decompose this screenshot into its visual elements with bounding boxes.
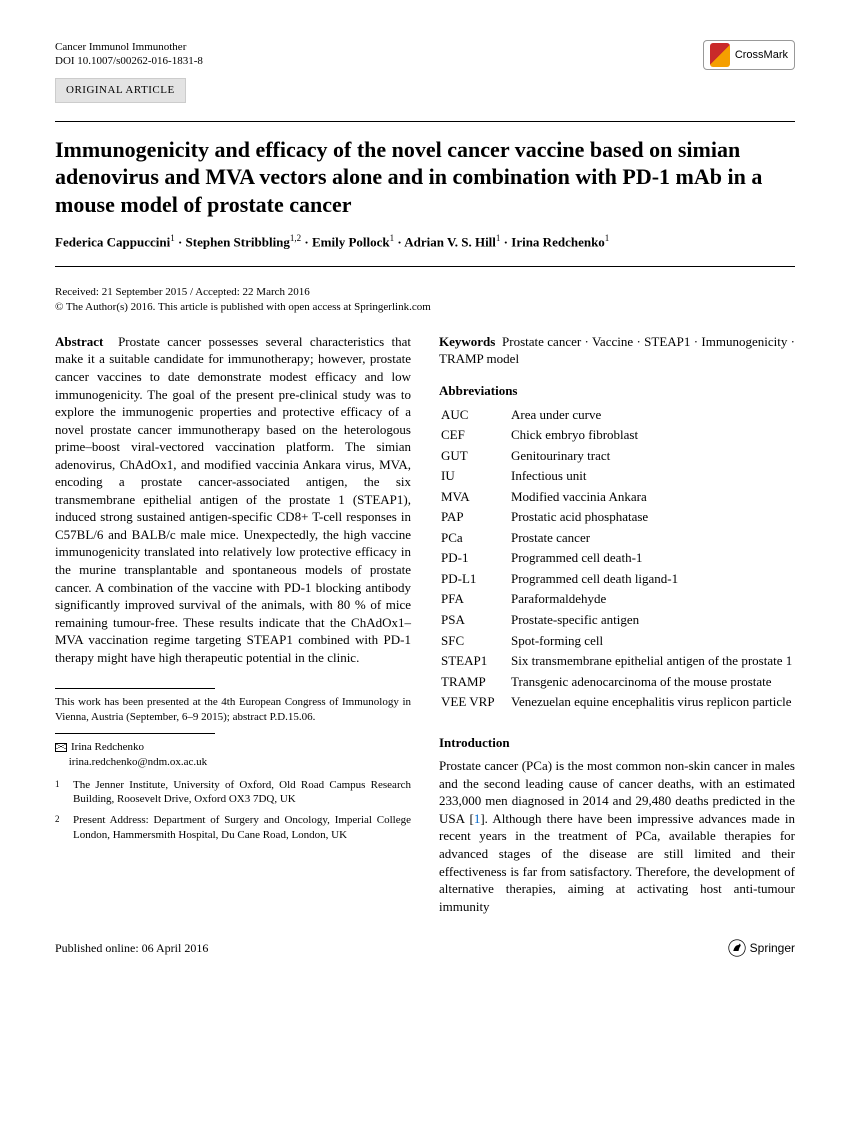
introduction-text: Prostate cancer (PCa) is the most common… bbox=[439, 757, 795, 915]
abbrev-value: Infectious unit bbox=[511, 467, 793, 486]
abstract-paragraph: Abstract Prostate cancer possesses sever… bbox=[55, 333, 411, 666]
abbrev-row: STEAP1Six transmembrane epithelial antig… bbox=[441, 652, 793, 671]
abbrev-row: PSAProstate-specific antigen bbox=[441, 611, 793, 630]
abbrev-row: VEE VRPVenezuelan equine encephalitis vi… bbox=[441, 693, 793, 712]
published-online: Published online: 06 April 2016 bbox=[55, 940, 208, 956]
abstract-label: Abstract bbox=[55, 334, 103, 349]
abbrev-key: PFA bbox=[441, 590, 509, 609]
abbrev-row: PAPProstatic acid phosphatase bbox=[441, 508, 793, 527]
correspondence: Irina Redchenko irina.redchenko@ndm.ox.a… bbox=[55, 740, 411, 770]
abbrev-row: CEFChick embryo fibroblast bbox=[441, 426, 793, 445]
abbrev-value: Transgenic adenocarcinoma of the mouse p… bbox=[511, 673, 793, 692]
crossmark-icon bbox=[710, 43, 730, 67]
abbrev-key: MVA bbox=[441, 488, 509, 507]
publisher-logo: Springer bbox=[728, 939, 795, 957]
abbrev-key: PSA bbox=[441, 611, 509, 630]
abbrev-row: PFAParaformaldehyde bbox=[441, 590, 793, 609]
left-column: Abstract Prostate cancer possesses sever… bbox=[55, 333, 411, 915]
abbrev-value: Programmed cell death-1 bbox=[511, 549, 793, 568]
corr-email[interactable]: irina.redchenko@ndm.ox.ac.uk bbox=[69, 756, 207, 768]
abbrev-value: Genitourinary tract bbox=[511, 447, 793, 466]
abbrev-value: Prostatic acid phosphatase bbox=[511, 508, 793, 527]
keywords-paragraph: Keywords Prostate cancer · Vaccine · STE… bbox=[439, 333, 795, 368]
abbrev-key: PD-L1 bbox=[441, 570, 509, 589]
abbrev-value: Chick embryo fibroblast bbox=[511, 426, 793, 445]
page-footer: Published online: 06 April 2016 Springer bbox=[55, 939, 795, 957]
corr-name: Irina Redchenko bbox=[71, 741, 144, 753]
abbrev-value: Paraformaldehyde bbox=[511, 590, 793, 609]
abbrev-key: PD-1 bbox=[441, 549, 509, 568]
article-dates: Received: 21 September 2015 / Accepted: … bbox=[55, 285, 795, 300]
mail-icon bbox=[55, 743, 67, 752]
abbrev-key: PAP bbox=[441, 508, 509, 527]
abbrev-key: GUT bbox=[441, 447, 509, 466]
affiliation-1: 1 The Jenner Institute, University of Ox… bbox=[55, 778, 411, 808]
abbrev-key: TRAMP bbox=[441, 673, 509, 692]
abbrev-value: Six transmembrane epithelial antigen of … bbox=[511, 652, 793, 671]
abbrev-value: Prostate cancer bbox=[511, 529, 793, 548]
abbrev-row: MVAModified vaccinia Ankara bbox=[441, 488, 793, 507]
presentation-note: This work has been presented at the 4th … bbox=[55, 695, 411, 725]
abbrev-key: STEAP1 bbox=[441, 652, 509, 671]
abstract-text: Prostate cancer possesses several charac… bbox=[55, 334, 411, 665]
abbrev-value: Spot-forming cell bbox=[511, 632, 793, 651]
abbrev-row: GUTGenitourinary tract bbox=[441, 447, 793, 466]
right-column: Keywords Prostate cancer · Vaccine · STE… bbox=[439, 333, 795, 915]
doi: DOI 10.1007/s00262-016-1831-8 bbox=[55, 54, 203, 68]
abbrev-row: PCaProstate cancer bbox=[441, 529, 793, 548]
abbrev-row: TRAMPTransgenic adenocarcinoma of the mo… bbox=[441, 673, 793, 692]
affil-text-2: Present Address: Department of Surgery a… bbox=[73, 813, 411, 843]
crossmark-label: CrossMark bbox=[735, 48, 788, 63]
author-rule bbox=[55, 266, 795, 267]
article-title: Immunogenicity and efficacy of the novel… bbox=[55, 136, 795, 219]
abbrev-key: AUC bbox=[441, 406, 509, 425]
abbrev-value: Prostate-specific antigen bbox=[511, 611, 793, 630]
footnote-rule-2 bbox=[55, 733, 215, 734]
affil-num-1: 1 bbox=[55, 778, 65, 808]
title-rule-top bbox=[55, 121, 795, 122]
abbrev-value: Modified vaccinia Ankara bbox=[511, 488, 793, 507]
footnotes: This work has been presented at the 4th … bbox=[55, 688, 411, 843]
footnote-rule-1 bbox=[55, 688, 215, 689]
springer-horse-icon bbox=[728, 939, 746, 957]
abbrev-row: SFCSpot-forming cell bbox=[441, 632, 793, 651]
abbrev-value: Programmed cell death ligand-1 bbox=[511, 570, 793, 589]
affiliation-2: 2 Present Address: Department of Surgery… bbox=[55, 813, 411, 843]
abbrev-key: IU bbox=[441, 467, 509, 486]
journal-name: Cancer Immunol Immunother bbox=[55, 40, 203, 54]
abbrev-row: PD-1Programmed cell death-1 bbox=[441, 549, 793, 568]
abbrev-key: CEF bbox=[441, 426, 509, 445]
author-list: Federica Cappuccini1 · Stephen Stribblin… bbox=[55, 232, 795, 252]
publisher-name: Springer bbox=[750, 940, 795, 956]
abbrev-key: PCa bbox=[441, 529, 509, 548]
abbreviations-table: AUCArea under curveCEFChick embryo fibro… bbox=[439, 404, 795, 714]
crossmark-badge[interactable]: CrossMark bbox=[703, 40, 795, 70]
abbrev-row: IUInfectious unit bbox=[441, 467, 793, 486]
page-header: Cancer Immunol Immunother DOI 10.1007/s0… bbox=[55, 40, 795, 70]
copyright: © The Author(s) 2016. This article is pu… bbox=[55, 300, 795, 315]
introduction-heading: Introduction bbox=[439, 734, 795, 752]
abbrev-key: VEE VRP bbox=[441, 693, 509, 712]
keywords-label: Keywords bbox=[439, 334, 495, 349]
abbreviations-heading: Abbreviations bbox=[439, 382, 795, 400]
intro-post: ]. Although there have been impressive a… bbox=[439, 811, 795, 914]
article-type-badge: ORIGINAL ARTICLE bbox=[55, 78, 186, 103]
abbrev-value: Area under curve bbox=[511, 406, 793, 425]
affil-text-1: The Jenner Institute, University of Oxfo… bbox=[73, 778, 411, 808]
abbrev-row: AUCArea under curve bbox=[441, 406, 793, 425]
abbrev-value: Venezuelan equine encephalitis virus rep… bbox=[511, 693, 793, 712]
abbrev-row: PD-L1Programmed cell death ligand-1 bbox=[441, 570, 793, 589]
affil-num-2: 2 bbox=[55, 813, 65, 843]
abbrev-key: SFC bbox=[441, 632, 509, 651]
